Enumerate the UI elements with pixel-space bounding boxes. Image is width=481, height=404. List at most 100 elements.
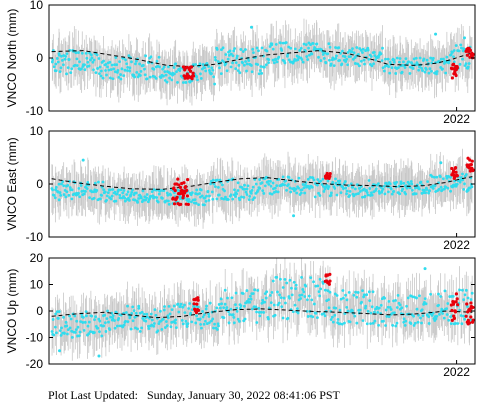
data-point (65, 52, 69, 55)
data-point (300, 58, 304, 61)
data-point (215, 178, 219, 182)
data-point (361, 289, 364, 293)
data-point (236, 69, 240, 73)
data-point (362, 58, 366, 62)
data-point (441, 312, 445, 315)
data-point (167, 199, 170, 203)
data-point (368, 187, 372, 190)
data-point (341, 49, 344, 53)
data-point (247, 198, 251, 202)
red-point (455, 66, 459, 70)
data-point (256, 63, 260, 66)
data-point (111, 188, 115, 191)
data-point (420, 66, 424, 70)
data-point (139, 69, 143, 73)
data-point (331, 180, 335, 184)
data-point (362, 293, 366, 297)
data-point (302, 186, 306, 190)
data-point (218, 306, 222, 310)
data-point (187, 198, 191, 201)
data-point (212, 75, 215, 79)
data-point (235, 56, 239, 60)
data-point (205, 194, 208, 198)
data-point (109, 315, 113, 319)
data-point (426, 180, 430, 184)
data-point (451, 295, 455, 298)
data-point (280, 48, 284, 52)
data-point (386, 57, 390, 61)
data-point (249, 191, 253, 195)
data-point (97, 57, 101, 60)
x-tick-label: 2022 (443, 238, 470, 252)
data-point-outlier (97, 354, 101, 358)
data-point-outlier (58, 349, 62, 353)
data-point (95, 189, 99, 192)
data-point (212, 182, 216, 186)
data-point (111, 316, 115, 320)
data-point (277, 301, 281, 305)
data-point (148, 316, 151, 320)
data-point (268, 192, 272, 195)
data-point (245, 187, 249, 191)
data-point (300, 188, 304, 192)
data-point (54, 188, 58, 192)
data-point (256, 189, 260, 192)
red-point (190, 77, 194, 81)
data-point (111, 314, 115, 318)
footer-label: Plot Last Updated: (48, 388, 138, 402)
data-point (373, 310, 376, 314)
data-point (249, 294, 252, 298)
data-point (322, 56, 326, 60)
data-point (381, 66, 385, 70)
data-point (62, 315, 65, 319)
red-point (191, 74, 196, 78)
data-point (348, 194, 352, 197)
data-point (268, 45, 272, 48)
data-point (284, 301, 287, 305)
data-point (231, 197, 235, 201)
data-point (207, 315, 211, 318)
data-point (204, 69, 208, 73)
data-point (137, 306, 141, 310)
data-point (321, 281, 325, 285)
data-point (299, 297, 302, 300)
data-point (278, 41, 282, 45)
red-point (178, 185, 183, 189)
data-point (345, 298, 349, 302)
data-point (437, 292, 440, 296)
data-points (50, 267, 474, 358)
data-point (429, 56, 433, 60)
red-point (451, 169, 456, 173)
data-point (304, 43, 308, 47)
data-point (354, 290, 358, 294)
data-point (181, 305, 185, 309)
data-point (165, 191, 169, 195)
data-point (447, 318, 451, 322)
red-point (191, 71, 195, 75)
data-point (240, 195, 243, 199)
data-point (241, 61, 244, 65)
data-point (57, 53, 61, 57)
data-point (238, 319, 241, 323)
data-point (54, 185, 58, 189)
data-point (274, 190, 278, 193)
data-point (203, 196, 207, 200)
data-point (236, 189, 240, 192)
data-point (338, 58, 342, 62)
data-point (103, 321, 107, 325)
data-point (218, 178, 222, 182)
data-point (161, 196, 164, 200)
data-point (190, 191, 194, 195)
data-point (101, 76, 105, 80)
red-point (173, 188, 177, 193)
data-point (105, 317, 109, 321)
data-point (242, 196, 246, 199)
data-point (271, 279, 275, 283)
data-point (252, 196, 256, 200)
red-point (194, 310, 198, 315)
data-point (238, 71, 242, 75)
data-point (260, 46, 264, 50)
data-point (417, 187, 421, 191)
data-point (294, 187, 298, 191)
data-point (167, 304, 171, 308)
